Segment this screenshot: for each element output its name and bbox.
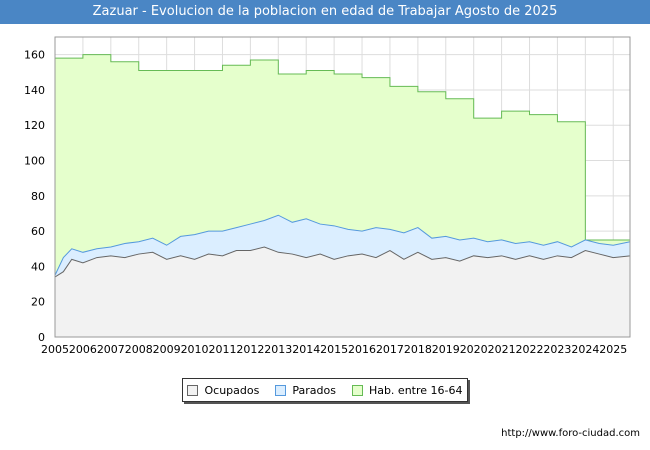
y-tick-label: 160 (24, 49, 45, 62)
legend-label-hab: Hab. entre 16-64 (368, 383, 463, 397)
line-hab-entre-16-64 (55, 54, 630, 241)
x-tick-label: 2024 (571, 343, 599, 356)
y-tick-label: 0 (38, 331, 45, 344)
x-tick-label: 2025 (599, 343, 627, 356)
y-tick-label: 140 (24, 84, 45, 97)
y-tick-label: 40 (31, 260, 45, 273)
y-tick-label: 20 (31, 296, 45, 309)
x-tick-label: 2008 (125, 343, 153, 356)
x-tick-label: 2016 (348, 343, 376, 356)
area-ocupados (55, 247, 630, 337)
x-tick-label: 2007 (97, 343, 125, 356)
x-tick-label: 2019 (432, 343, 460, 356)
y-tick-label: 80 (31, 190, 45, 203)
x-tick-label: 2009 (153, 343, 181, 356)
line-ocupados (54, 246, 631, 278)
x-tick-label: 2021 (488, 343, 516, 356)
source-link[interactable]: http://www.foro-ciudad.com (501, 428, 640, 439)
x-tick-label: 2014 (292, 343, 320, 356)
x-tick-label: 2010 (181, 343, 209, 356)
x-tick-label: 2013 (264, 343, 292, 356)
x-tick-label: 2023 (543, 343, 571, 356)
legend-label-parados: Parados (292, 383, 336, 397)
axes: 0 20 40 60 80 100 120 140 160 2005 2006 2007 2008 200… (24, 36, 631, 356)
y-tick-label: 120 (24, 119, 45, 132)
plot-frame (54, 36, 631, 338)
x-tick-label: 2020 (460, 343, 488, 356)
x-tick-label: 2018 (404, 343, 432, 356)
legend: Ocupados Parados Hab. entre 16-64 (182, 378, 468, 402)
x-tick-label: 2015 (320, 343, 348, 356)
x-tick-label: 2005 (41, 343, 69, 356)
x-tick-label: 2006 (69, 343, 97, 356)
x-tick-label: 2017 (376, 343, 404, 356)
series-areas (54, 54, 631, 337)
legend-swatch-hab (351, 384, 363, 396)
y-tick-label: 60 (31, 225, 45, 238)
legend-item-parados: Parados (275, 384, 336, 397)
legend-label-ocupados: Ocupados (204, 383, 260, 397)
y-tick-label: 100 (24, 155, 45, 168)
x-tick-label: 2012 (236, 343, 264, 356)
x-tick-label: 2022 (516, 343, 544, 356)
legend-swatch-parados (275, 384, 287, 396)
legend-swatch-ocupados (187, 384, 199, 396)
x-tick-label: 2011 (208, 343, 236, 356)
chart-title: Zazuar - Evolucion de la poblacion en ed… (0, 0, 650, 24)
line-parados (54, 214, 631, 276)
legend-item-ocupados: Ocupados (187, 384, 259, 397)
legend-item-hab: Hab. entre 16-64 (351, 383, 463, 397)
